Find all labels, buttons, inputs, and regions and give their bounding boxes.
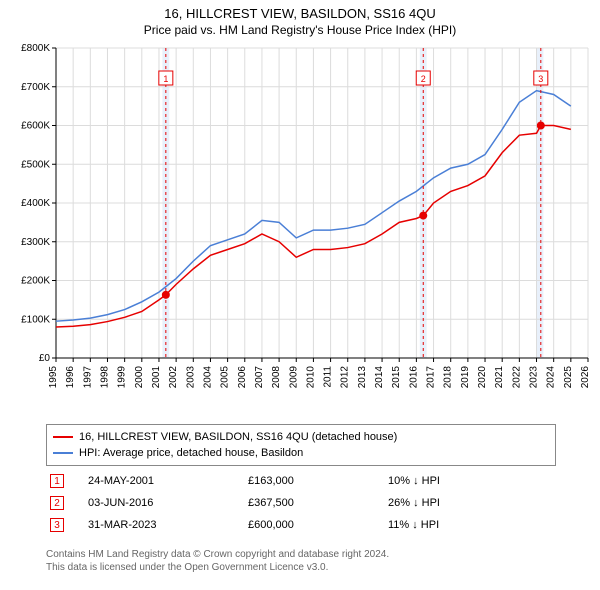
y-tick-label: £700K [21,82,50,93]
x-tick-label: 2003 [185,366,196,389]
legend-swatch [53,436,73,438]
x-tick-label: 2024 [546,366,557,389]
x-tick-label: 1996 [65,366,76,389]
x-tick-label: 2002 [168,366,179,389]
x-tick-label: 2000 [134,366,145,389]
sale-marker-num-3: 3 [538,74,543,84]
footer-attribution: Contains HM Land Registry data © Crown c… [46,548,556,574]
sale-price: £367,500 [248,497,388,509]
x-tick-label: 2016 [408,366,419,389]
x-tick-label: 1998 [99,366,110,389]
x-tick-label: 2025 [563,366,574,389]
y-tick-label: £300K [21,237,50,248]
sale-row: 2 03-JUN-2016£367,50026% ↓ HPI [46,492,556,514]
footer-line-2: This data is licensed under the Open Gov… [46,561,556,574]
x-tick-label: 2005 [220,366,231,389]
x-tick-label: 2011 [323,366,334,388]
sale-date: 24-MAY-2001 [88,475,248,487]
x-tick-label: 2021 [494,366,505,389]
y-tick-label: £600K [21,121,50,132]
x-tick-label: 2006 [237,366,248,389]
x-tick-label: 2013 [357,366,368,389]
x-tick-label: 2023 [529,366,540,389]
x-tick-label: 1997 [82,366,93,389]
x-tick-label: 2008 [271,366,282,389]
sale-price: £163,000 [248,475,388,487]
x-tick-label: 2017 [426,366,437,389]
y-tick-label: £200K [21,276,50,287]
sale-delta: 11% ↓ HPI [388,519,508,531]
x-tick-label: 2015 [391,366,402,389]
chart-area: £0 £100K £200K £300K £400K £500K £600K £700K £80… [0,42,600,418]
legend-box: 16, HILLCREST VIEW, BASILDON, SS16 4QU (… [46,424,556,466]
legend-row: 16, HILLCREST VIEW, BASILDON, SS16 4QU (… [53,429,549,445]
x-tick-label: 2020 [477,366,488,389]
x-tick-label: 2001 [151,366,162,389]
footer-line-1: Contains HM Land Registry data © Crown c… [46,548,556,561]
sale-row: 1 24-MAY-2001£163,00010% ↓ HPI [46,470,556,492]
y-tick-label: £400K [21,198,50,209]
y-tick-label: £500K [21,159,50,170]
sale-price: £600,000 [248,519,388,531]
x-tick-label: 2019 [460,366,471,389]
sale-marker-num-2: 2 [421,74,426,84]
legend-row: HPI: Average price, detached house, Basi… [53,445,549,461]
sale-delta: 10% ↓ HPI [388,475,508,487]
x-tick-label: 2007 [254,366,265,389]
line-chart-svg: £0 £100K £200K £300K £400K £500K £600K £700K £80… [0,42,600,418]
x-tick-label: 2014 [374,366,385,389]
chart-frame: 16, HILLCREST VIEW, BASILDON, SS16 4QU P… [0,0,600,590]
x-tick-label: 2022 [511,366,522,389]
x-tick-label: 1999 [117,366,128,389]
sale-row-marker: 1 [50,474,64,488]
sale-marker-num-1: 1 [163,74,168,84]
x-tick-label: 2018 [443,366,454,389]
sales-table: 1 24-MAY-2001£163,00010% ↓ HPI 2 03-JUN-201… [46,470,556,536]
chart-title: 16, HILLCREST VIEW, BASILDON, SS16 4QU [0,0,600,21]
x-tick-label: 2010 [305,366,316,389]
sale-row: 3 31-MAR-2023£600,00011% ↓ HPI [46,514,556,536]
y-tick-label: £100K [21,314,50,325]
sale-date: 03-JUN-2016 [88,497,248,509]
x-tick-label: 2004 [202,366,213,389]
sale-row-marker: 3 [50,518,64,532]
sale-row-marker: 2 [50,496,64,510]
y-tick-label: £0 [39,353,51,364]
sale-delta: 26% ↓ HPI [388,497,508,509]
legend-label: 16, HILLCREST VIEW, BASILDON, SS16 4QU (… [79,431,397,443]
chart-subtitle: Price paid vs. HM Land Registry's House … [0,21,600,37]
x-tick-label: 2009 [288,366,299,389]
x-tick-label: 2012 [340,366,351,389]
x-tick-label: 2026 [580,366,591,389]
legend-label: HPI: Average price, detached house, Basi… [79,447,303,459]
sale-date: 31-MAR-2023 [88,519,248,531]
x-tick-label: 1995 [48,366,59,389]
legend-swatch [53,452,73,454]
y-tick-label: £800K [21,43,50,54]
